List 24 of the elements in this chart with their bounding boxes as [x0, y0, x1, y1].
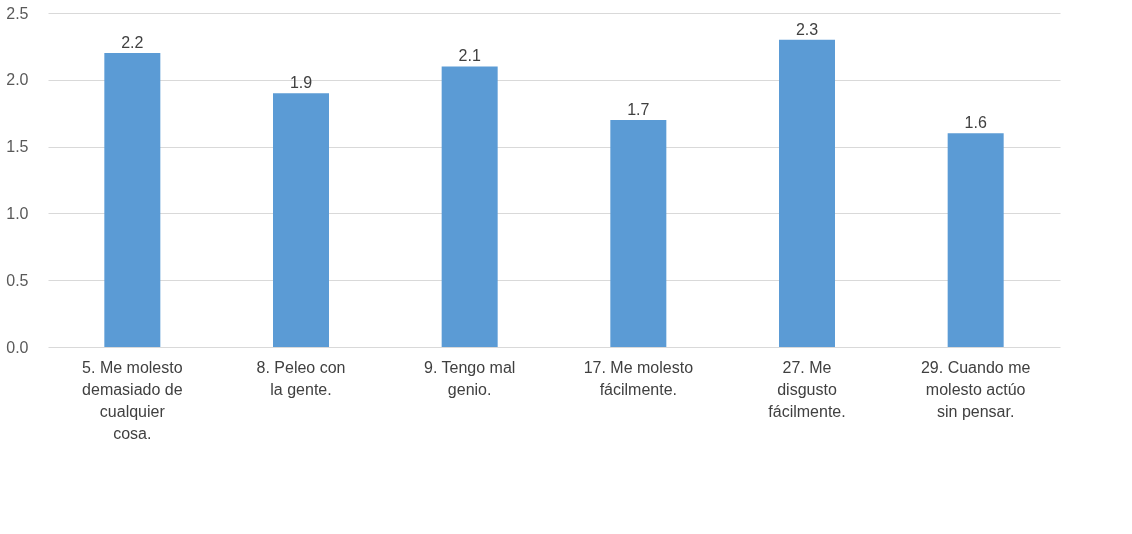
y-tick-label: 0.0: [6, 338, 29, 356]
y-tick-label: 2.5: [6, 4, 29, 22]
data-label: 2.1: [458, 47, 481, 65]
y-tick-label: 2.0: [6, 71, 29, 89]
x-tick-label: 5. Me molesto demasiado de cualquier cosa.: [82, 358, 183, 442]
data-label: 2.2: [121, 34, 144, 52]
bar: [441, 66, 498, 347]
bar: [947, 133, 1004, 347]
y-tick-label: 0.5: [6, 271, 29, 289]
bar: [104, 53, 161, 347]
x-tick-label: 17. Me molesto fácilmente.: [583, 358, 694, 398]
data-label: 1.7: [627, 100, 650, 118]
data-label: 1.9: [289, 74, 313, 92]
bar: [610, 119, 667, 347]
x-tick-label: 29. Cuando me molesto actúo sin pensar.: [920, 358, 1031, 420]
y-tick-label: 1.5: [6, 138, 29, 156]
bar: [779, 39, 835, 347]
data-label: 2.3: [795, 20, 819, 38]
y-tick-label: 1.0: [6, 204, 29, 222]
x-tick-label: 8. Peleo con la gente.: [256, 358, 346, 398]
data-label: 1.6: [964, 114, 987, 132]
bar: [273, 93, 329, 347]
x-tick-label: 9. Tengo mal genio.: [424, 358, 516, 398]
x-tick-label: 27. Me disgusto fácilmente.: [768, 358, 846, 420]
